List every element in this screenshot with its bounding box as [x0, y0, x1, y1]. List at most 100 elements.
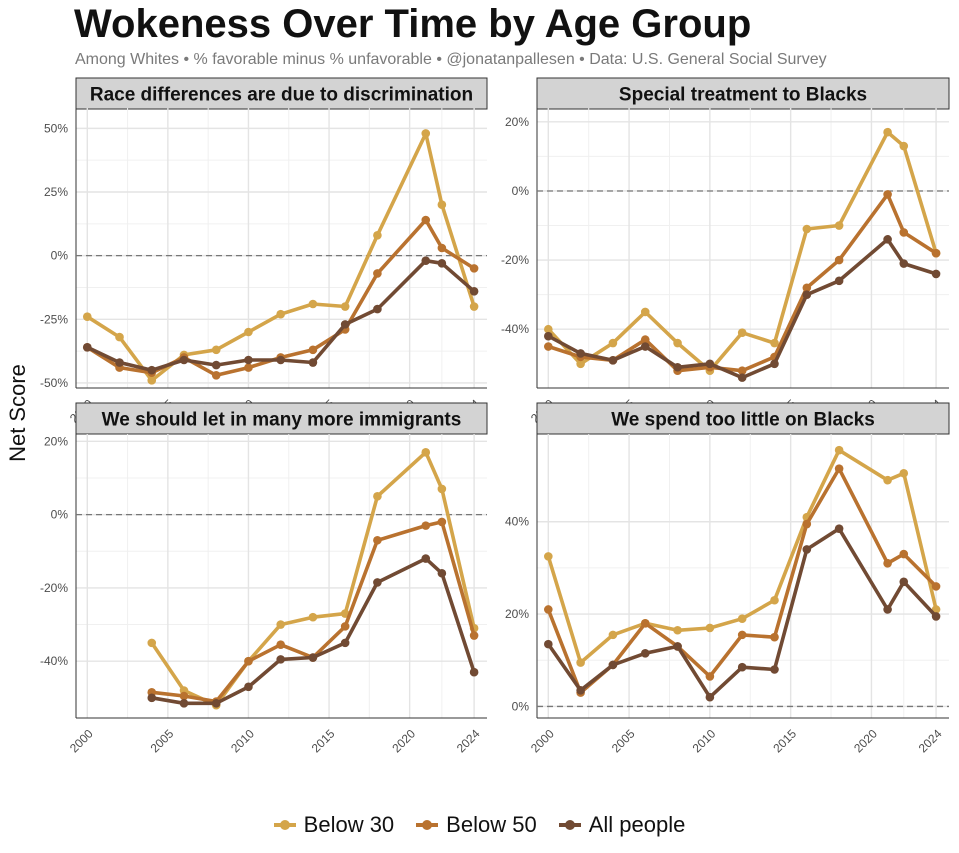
series-line [546, 466, 938, 695]
data-point [179, 699, 189, 708]
data-point [802, 545, 812, 554]
y-tick-label: -20% [40, 581, 68, 595]
chart-title: Wokeness Over Time by Age Group [74, 2, 752, 46]
legend-label-below-30: Below 30 [303, 812, 395, 837]
data-point [373, 578, 382, 587]
data-point [469, 302, 479, 311]
legend-label-all-people: All people [588, 812, 686, 837]
data-point [640, 307, 650, 317]
data-point [770, 338, 779, 348]
data-point [576, 349, 585, 358]
data-point [673, 642, 682, 651]
y-tick-label: 0% [512, 699, 530, 713]
data-point [373, 535, 382, 545]
data-point [544, 639, 553, 649]
data-point [834, 445, 844, 455]
data-point [544, 331, 553, 341]
faceted-line-chart: Race differences are due to discriminati… [40, 77, 950, 755]
x-tick-label: 2024 [454, 726, 483, 755]
data-point [640, 619, 650, 628]
facet-strip [536, 402, 950, 435]
facet-strip [75, 77, 488, 110]
data-point [576, 658, 585, 667]
legend-label-below-50: Below 50 [446, 812, 537, 837]
series-all-people [82, 256, 479, 375]
series-line [546, 526, 938, 700]
data-point [437, 243, 447, 253]
facet-title: We spend too little on Blacks [611, 410, 875, 431]
data-point [147, 638, 157, 648]
series-all-people [147, 554, 479, 708]
legend-key-all-people [558, 819, 581, 831]
data-point [147, 365, 157, 375]
data-point [308, 653, 318, 662]
x-tick-label: 2024 [916, 726, 945, 755]
series-all-people [544, 524, 941, 702]
data-point [608, 630, 618, 640]
facet-strip [75, 402, 488, 435]
data-point [576, 685, 585, 695]
data-point [770, 595, 779, 605]
y-tick-label: -40% [40, 654, 68, 668]
data-point [340, 638, 350, 648]
y-tick-label: -40% [501, 322, 529, 336]
data-point [437, 258, 447, 268]
data-point [421, 129, 431, 138]
series-below-50 [544, 464, 941, 697]
y-tick-label: -20% [501, 253, 529, 267]
facet-strip [536, 77, 950, 110]
data-point [802, 283, 812, 293]
data-point [737, 373, 747, 382]
data-point [115, 358, 124, 367]
data-point [899, 577, 909, 587]
data-point [834, 524, 844, 533]
series-line [85, 131, 476, 383]
panel-we-spend-too-little-on-blacks: We spend too little on Blacks 0% 20% 40% 200… [505, 402, 950, 755]
data-point [276, 620, 285, 629]
data-point [931, 612, 941, 621]
x-tick-label: 2015 [770, 726, 799, 755]
series-line [546, 192, 938, 373]
y-tick-label: 20% [44, 434, 68, 448]
data-point [834, 255, 844, 265]
data-point [899, 549, 909, 559]
data-point [544, 342, 553, 351]
data-point [737, 328, 747, 337]
data-point [437, 200, 447, 210]
series-line [85, 218, 476, 378]
x-tick-label: 2015 [309, 726, 338, 755]
panel-race-differences-are-due-to-discrimination: Race differences are due to discriminati… [40, 77, 488, 425]
data-point [834, 221, 844, 230]
chart-subtitle: Among Whites • % favorable minus % unfav… [75, 51, 827, 68]
data-point [705, 623, 715, 633]
series-below-30 [82, 129, 479, 385]
data-point [421, 521, 431, 530]
data-point [931, 248, 941, 258]
y-tick-label: 50% [44, 121, 68, 135]
series-line [150, 520, 476, 704]
data-point [373, 269, 382, 278]
y-tick-label: -50% [40, 376, 68, 390]
data-point [737, 366, 747, 376]
data-point [673, 625, 682, 635]
data-point [883, 475, 892, 485]
data-point [276, 640, 285, 650]
data-point [82, 312, 92, 322]
data-point [147, 693, 157, 703]
x-tick-label: 2010 [228, 726, 257, 755]
data-point [802, 224, 812, 234]
y-tick-label: 20% [505, 115, 529, 129]
data-point [931, 269, 941, 279]
data-point [883, 605, 892, 614]
series-below-50 [147, 517, 479, 706]
data-point [931, 582, 941, 591]
data-point [544, 552, 553, 561]
legend-key-below-50 [416, 819, 439, 831]
data-point [437, 517, 447, 527]
series-line [150, 450, 476, 708]
data-point [244, 363, 253, 372]
y-tick-label: 20% [505, 607, 529, 621]
data-point [834, 276, 844, 286]
y-tick-label: 0% [51, 249, 69, 263]
data-point [373, 230, 382, 240]
